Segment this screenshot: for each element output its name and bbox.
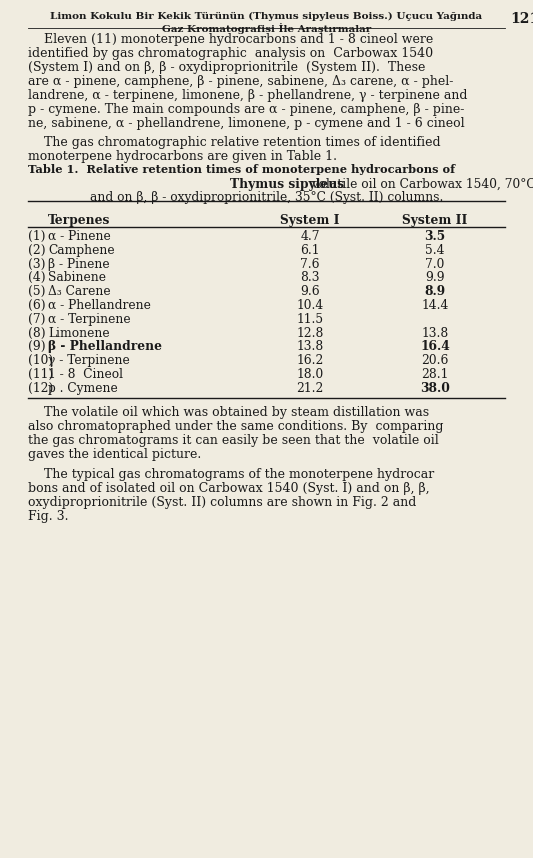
Text: α - Phellandrene: α - Phellandrene (48, 299, 151, 312)
Text: 5.4: 5.4 (425, 244, 445, 257)
Text: Thymus sipyleus: Thymus sipyleus (230, 178, 345, 191)
Text: β - Phellandrene: β - Phellandrene (48, 341, 162, 353)
Text: the gas chromatograms it can easily be seen that the  volatile oil: the gas chromatograms it can easily be s… (28, 433, 439, 447)
Text: bons and of isolated oil on Carbowax 1540 (Syst. I) and on β, β,: bons and of isolated oil on Carbowax 154… (28, 481, 430, 494)
Text: (System I) and on β, β - oxydiproprionitrile  (System II).  These: (System I) and on β, β - oxydiproprionit… (28, 61, 425, 74)
Text: (2): (2) (28, 244, 46, 257)
Text: 9.6: 9.6 (300, 285, 320, 299)
Text: (9): (9) (28, 341, 46, 353)
Text: Fig. 3.: Fig. 3. (28, 510, 69, 523)
Text: (5): (5) (28, 285, 45, 299)
Text: 8.3: 8.3 (300, 271, 320, 284)
Text: Sabinene: Sabinene (48, 271, 106, 284)
Text: (6): (6) (28, 299, 46, 312)
Text: 8.9: 8.9 (424, 285, 446, 299)
Text: p - cymene. The main compounds are α - pinene, camphene, β - pine-: p - cymene. The main compounds are α - p… (28, 103, 464, 116)
Text: Terpenes: Terpenes (48, 214, 110, 227)
Text: (12): (12) (28, 382, 53, 395)
Text: Camphene: Camphene (48, 244, 115, 257)
Text: Δ₃ Carene: Δ₃ Carene (48, 285, 111, 299)
Text: (4): (4) (28, 271, 46, 284)
Text: System I: System I (280, 214, 340, 227)
Text: 21.2: 21.2 (296, 382, 324, 395)
Text: 1 - 8  Cineol: 1 - 8 Cineol (48, 368, 123, 381)
Text: gaves the identical picture.: gaves the identical picture. (28, 448, 201, 461)
Text: α - Terpinene: α - Terpinene (48, 313, 131, 326)
Text: monoterpene hydrocarbons are given in Table 1.: monoterpene hydrocarbons are given in Ta… (28, 150, 337, 163)
Text: Limonene: Limonene (48, 327, 110, 340)
Text: Table 1.  Relative retention times of monoterpene hydrocarbons of: Table 1. Relative retention times of mon… (28, 164, 455, 175)
Text: (7): (7) (28, 313, 45, 326)
Text: β - Pinene: β - Pinene (48, 257, 110, 270)
Text: 12.8: 12.8 (296, 327, 324, 340)
Text: identified by gas chromatographic  analysis on  Carbowax 1540: identified by gas chromatographic analys… (28, 47, 433, 60)
Text: 38.0: 38.0 (420, 382, 450, 395)
Text: (3): (3) (28, 257, 45, 270)
Text: 28.1: 28.1 (421, 368, 449, 381)
Text: The typical gas chromatograms of the monoterpene hydrocar: The typical gas chromatograms of the mon… (28, 468, 434, 480)
Text: 7.6: 7.6 (300, 257, 320, 270)
Text: The gas chromatographic relative retention times of identified: The gas chromatographic relative retenti… (28, 136, 441, 149)
Text: (8): (8) (28, 327, 46, 340)
Text: 11.5: 11.5 (296, 313, 324, 326)
Text: volatile oil on Carbowax 1540, 70°C (Syst. I): volatile oil on Carbowax 1540, 70°C (Sys… (303, 178, 533, 191)
Text: 16.2: 16.2 (296, 354, 324, 367)
Text: The volatile oil which was obtained by steam distillation was: The volatile oil which was obtained by s… (28, 406, 429, 419)
Text: 16.4: 16.4 (420, 341, 450, 353)
Text: Limon Kokulu Bir Kekik Türünün (Thymus sipyleus Boiss.) Uçucu Yağında: Limon Kokulu Bir Kekik Türünün (Thymus s… (51, 12, 482, 21)
Text: p . Cymene: p . Cymene (48, 382, 118, 395)
Text: and on β, β - oxydiproprionitrile, 35°C (Syst. II) columns.: and on β, β - oxydiproprionitrile, 35°C … (90, 191, 443, 204)
Text: ne, sabinene, α - phellandrene, limonene, p - cymene and 1 - 6 cineol: ne, sabinene, α - phellandrene, limonene… (28, 117, 465, 130)
Text: Eleven (11) monoterpene hydrocarbons and 1 - 8 cineol were: Eleven (11) monoterpene hydrocarbons and… (28, 33, 433, 46)
Text: 7.0: 7.0 (425, 257, 445, 270)
Text: oxydiproprionitrile (Syst. II) columns are shown in Fig. 2 and: oxydiproprionitrile (Syst. II) columns a… (28, 496, 416, 509)
Text: 10.4: 10.4 (296, 299, 324, 312)
Text: 9.9: 9.9 (425, 271, 445, 284)
Text: 13.8: 13.8 (296, 341, 324, 353)
Text: 121: 121 (510, 12, 533, 26)
Text: 4.7: 4.7 (300, 230, 320, 243)
Text: (1): (1) (28, 230, 45, 243)
Text: 13.8: 13.8 (422, 327, 449, 340)
Text: also chromatopraphed under the same conditions. By  comparing: also chromatopraphed under the same cond… (28, 420, 443, 432)
Text: γ - Terpinene: γ - Terpinene (48, 354, 130, 367)
Text: (10): (10) (28, 354, 53, 367)
Text: landrene, α - terpinene, limonene, β - phellandrene, γ - terpinene and: landrene, α - terpinene, limonene, β - p… (28, 89, 467, 102)
Text: System II: System II (402, 214, 467, 227)
Text: (11): (11) (28, 368, 53, 381)
Text: 6.1: 6.1 (300, 244, 320, 257)
Text: α - Pinene: α - Pinene (48, 230, 111, 243)
Text: 20.6: 20.6 (421, 354, 449, 367)
Text: 18.0: 18.0 (296, 368, 324, 381)
Text: Gaz Kromatografisi İle Araştırmalar: Gaz Kromatografisi İle Araştırmalar (162, 23, 371, 34)
Text: 14.4: 14.4 (421, 299, 449, 312)
Text: 3.5: 3.5 (424, 230, 446, 243)
Text: are α - pinene, camphene, β - pinene, sabinene, Δ₃ carene, α - phel-: are α - pinene, camphene, β - pinene, sa… (28, 75, 454, 88)
